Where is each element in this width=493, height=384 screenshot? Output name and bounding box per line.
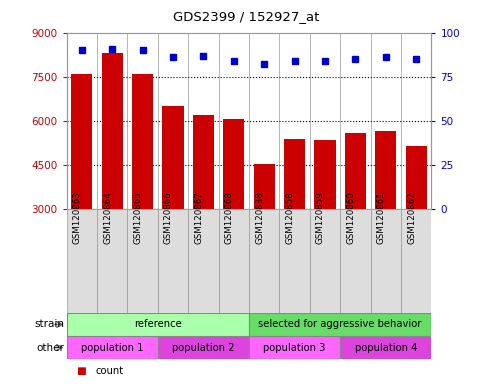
Bar	[253, 164, 275, 209]
Text: other: other	[36, 343, 64, 353]
Bar	[249, 336, 340, 359]
Text: GSM120859: GSM120859	[316, 191, 325, 244]
Text: population 2: population 2	[172, 343, 235, 353]
Text: GSM120867: GSM120867	[194, 191, 203, 244]
Text: selected for aggressive behavior: selected for aggressive behavior	[258, 319, 422, 329]
Text: GSM120868: GSM120868	[225, 191, 234, 244]
Bar	[284, 139, 305, 209]
Text: GDS2399 / 152927_at: GDS2399 / 152927_at	[174, 10, 319, 23]
Text: count: count	[95, 366, 123, 376]
Bar	[188, 209, 218, 313]
Text: population 3: population 3	[263, 343, 326, 353]
Text: strain: strain	[34, 319, 64, 329]
Text: GSM120866: GSM120866	[164, 191, 173, 244]
Bar	[249, 313, 431, 336]
Text: population 1: population 1	[81, 343, 143, 353]
Text: GSM120865: GSM120865	[134, 191, 142, 244]
Bar	[71, 74, 92, 209]
Bar	[193, 115, 214, 209]
Text: GSM120858: GSM120858	[285, 191, 295, 244]
Text: ■: ■	[76, 366, 86, 376]
Text: GSM120838: GSM120838	[255, 191, 264, 244]
Text: GSM120863: GSM120863	[73, 191, 82, 244]
Bar	[218, 209, 249, 313]
Bar	[280, 209, 310, 313]
Bar	[345, 133, 366, 209]
Bar	[127, 209, 158, 313]
Bar	[401, 209, 431, 313]
Text: GSM120864: GSM120864	[103, 191, 112, 244]
Bar	[132, 74, 153, 209]
Bar	[67, 336, 158, 359]
Bar	[223, 119, 245, 209]
Bar	[406, 146, 427, 209]
Bar	[371, 209, 401, 313]
Bar	[162, 106, 183, 209]
Bar	[340, 336, 431, 359]
Bar	[67, 313, 249, 336]
Text: GSM120862: GSM120862	[407, 191, 416, 244]
Bar	[97, 209, 127, 313]
Bar	[340, 209, 371, 313]
Text: GSM120860: GSM120860	[347, 191, 355, 244]
Bar	[158, 209, 188, 313]
Text: GSM120861: GSM120861	[377, 191, 386, 244]
Bar	[249, 209, 280, 313]
Bar	[102, 53, 123, 209]
Bar	[158, 336, 249, 359]
Text: population 4: population 4	[354, 343, 417, 353]
Bar	[310, 209, 340, 313]
Text: reference: reference	[134, 319, 181, 329]
Bar	[315, 140, 336, 209]
Bar	[375, 131, 396, 209]
Bar	[67, 209, 97, 313]
